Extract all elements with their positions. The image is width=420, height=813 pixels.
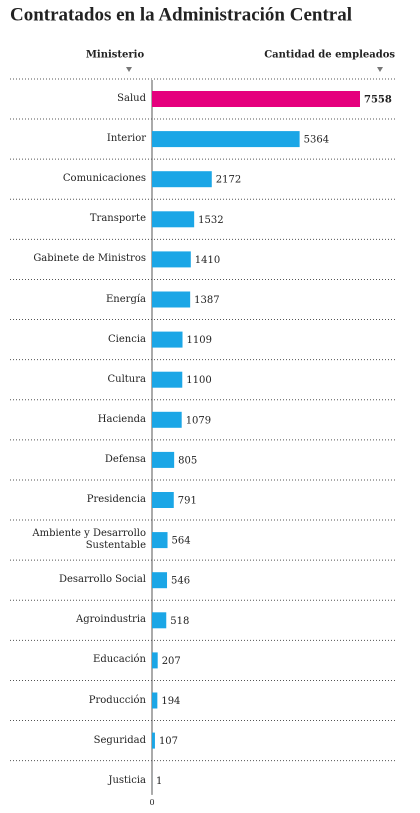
category-label: Seguridad xyxy=(93,734,146,746)
value-label: 791 xyxy=(178,496,197,507)
category-label: Interior xyxy=(106,133,146,145)
category-label: Comunicaciones xyxy=(62,173,146,185)
bar xyxy=(152,211,195,228)
bar xyxy=(152,532,168,549)
bar xyxy=(152,331,183,348)
category-header: Ministerio xyxy=(86,50,145,61)
bar xyxy=(152,451,175,468)
value-label: 194 xyxy=(161,696,180,707)
bar xyxy=(152,291,191,308)
bar xyxy=(152,732,155,749)
category-label: Desarrollo Social xyxy=(58,574,146,586)
value-label: 1 xyxy=(156,776,162,787)
bar xyxy=(152,131,300,148)
bar xyxy=(152,572,168,589)
category-label: Educación xyxy=(93,654,146,666)
category-label: Justicia xyxy=(108,774,146,786)
x-tick-label: 0 xyxy=(149,798,154,807)
bar xyxy=(152,411,182,428)
category-label: Defensa xyxy=(104,453,146,465)
bar xyxy=(152,371,183,388)
value-label: 1079 xyxy=(186,415,211,426)
value-label: 546 xyxy=(171,576,190,587)
category-label: Energía xyxy=(106,293,146,305)
category-label: Cultura xyxy=(107,373,147,385)
sort-arrow xyxy=(377,67,383,72)
value-label: 1109 xyxy=(187,335,212,346)
value-label: 7558 xyxy=(364,95,392,106)
category-label: Transporte xyxy=(89,213,146,225)
category-label: Presidencia xyxy=(86,494,146,505)
bar xyxy=(152,251,191,268)
category-label: Gabinete de Ministros xyxy=(33,253,146,265)
bar xyxy=(152,612,167,629)
category-label: Ciencia xyxy=(108,333,146,345)
value-label: 107 xyxy=(159,736,178,747)
value-label: 5364 xyxy=(304,135,329,146)
bar xyxy=(152,492,174,508)
value-label: 2172 xyxy=(216,175,241,186)
value-label: 1100 xyxy=(186,375,211,386)
category-label: Ambiente y Desarrollo Sustentable xyxy=(32,528,146,552)
bar xyxy=(152,652,158,669)
category-label: Producción xyxy=(88,694,146,706)
value-label: 518 xyxy=(170,616,189,627)
value-label: 1387 xyxy=(194,295,219,306)
bar xyxy=(152,692,158,709)
value-label: 805 xyxy=(178,455,197,466)
category-label: Agroindustria xyxy=(76,614,146,626)
value-label: 564 xyxy=(172,536,191,547)
chart-title: Contratados en la Administración Central xyxy=(10,4,352,25)
bar xyxy=(152,91,360,107)
value-label: 1532 xyxy=(198,215,223,226)
value-label: 207 xyxy=(162,656,181,667)
category-label: Salud xyxy=(117,93,146,104)
sort-arrow xyxy=(126,67,132,72)
bar xyxy=(152,171,212,188)
value-label: 1410 xyxy=(195,255,220,266)
category-label: Hacienda xyxy=(97,413,146,425)
value-header: Cantidad de empleados xyxy=(264,50,395,61)
